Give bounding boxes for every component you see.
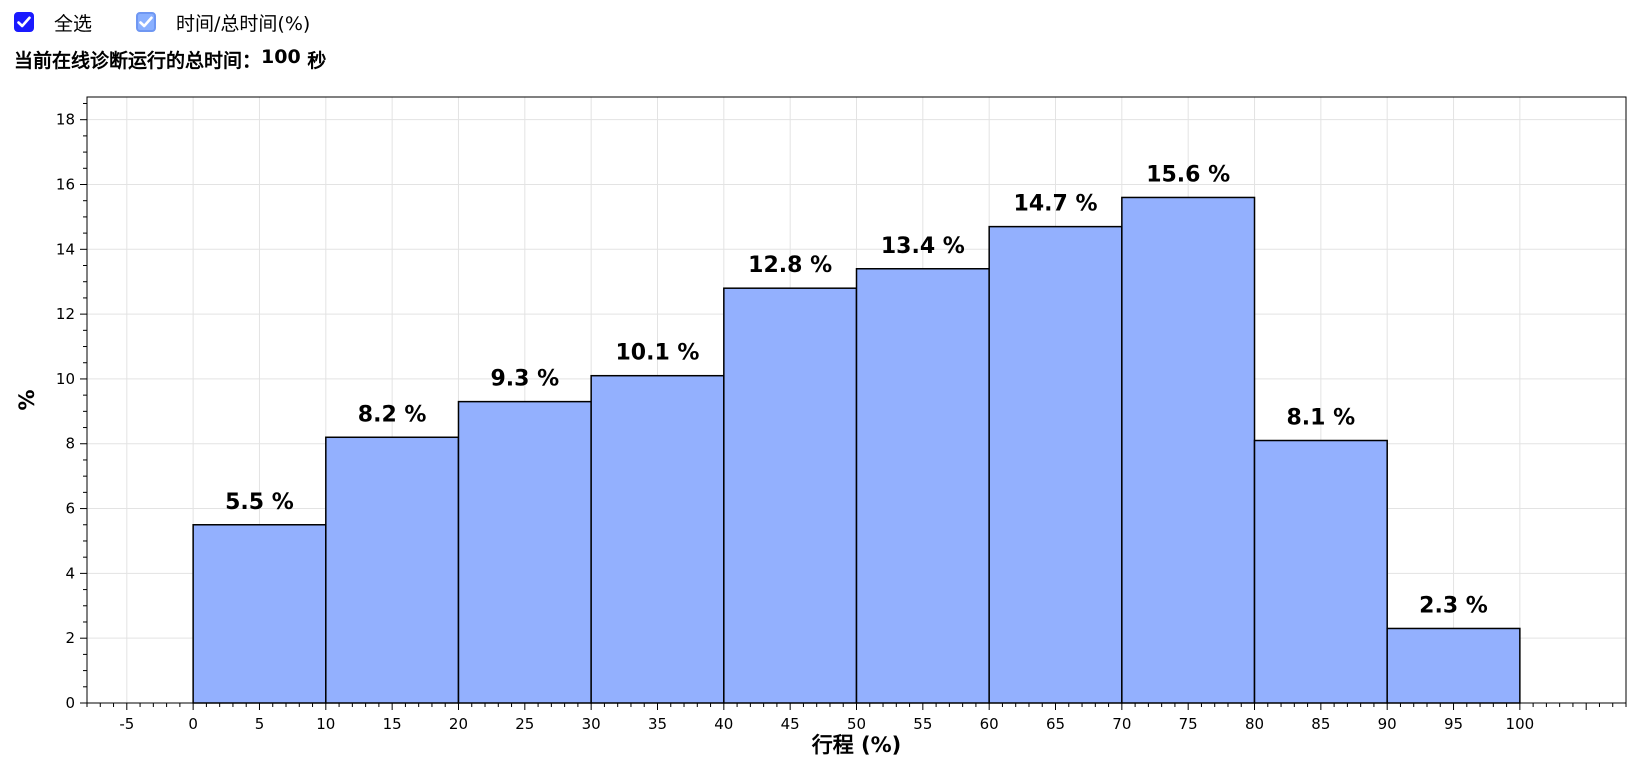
x-tick-label: 100: [1506, 715, 1535, 733]
bar-value-label: 15.6 %: [1146, 162, 1230, 187]
chart-options: 全选 时间/总时间(%): [14, 8, 354, 36]
total-runtime-value: 100: [261, 46, 301, 68]
checkmark-icon: [14, 12, 34, 32]
histogram-bar: [1121, 196, 1256, 704]
histogram-bar: [723, 287, 858, 704]
y-tick-label: 4: [65, 564, 75, 582]
x-tick-label: 45: [781, 715, 800, 733]
x-tick-label: 30: [582, 715, 601, 733]
x-tick-label: 25: [515, 715, 534, 733]
total-runtime-label: 当前在线诊断运行的总时间：: [14, 50, 262, 72]
x-tick-label: 50: [847, 715, 866, 733]
x-tick-label: 35: [648, 715, 667, 733]
histogram-bar: [1253, 439, 1388, 704]
checkmark-icon: [136, 12, 157, 32]
x-tick-label: 60: [980, 715, 999, 733]
histogram-bar: [988, 225, 1123, 704]
x-tick-label: 85: [1311, 715, 1330, 733]
total-runtime-text: 当前在线诊断运行的总时间： 100 秒: [14, 46, 326, 73]
bar-value-label: 2.3 %: [1419, 593, 1488, 618]
time-ratio-label: 时间/总时间(%): [176, 12, 311, 35]
time-ratio-checkbox[interactable]: 时间/总时间(%): [136, 9, 310, 36]
histogram-bar: [1386, 627, 1521, 704]
y-tick-label: 16: [56, 175, 75, 193]
bar-value-label: 8.1 %: [1287, 406, 1356, 431]
y-tick-label: 6: [65, 500, 75, 518]
x-tick-label: 90: [1378, 715, 1397, 733]
select-all-checkbox[interactable]: 全选: [14, 9, 92, 36]
x-tick-label: 40: [714, 715, 733, 733]
x-tick-label: 75: [1179, 715, 1198, 733]
bar-value-label: 12.8 %: [748, 253, 832, 278]
y-tick-label: 0: [65, 694, 75, 712]
histogram-bar: [192, 524, 327, 704]
x-tick-label: 5: [255, 715, 265, 733]
bar-value-label: 13.4 %: [881, 234, 965, 259]
y-tick-label: 8: [65, 435, 75, 453]
histogram-bar: [855, 268, 990, 704]
select-all-label: 全选: [54, 12, 93, 35]
bar-value-label: 5.5 %: [225, 490, 294, 515]
bar-value-label: 8.2 %: [358, 402, 427, 427]
bar-value-label: 10.1 %: [615, 341, 699, 366]
x-tick-label: -5: [119, 715, 134, 733]
y-tick-label: 18: [56, 111, 75, 129]
total-runtime-unit: 秒: [307, 50, 327, 72]
histogram-bar: [325, 436, 460, 704]
x-tick-label: 95: [1444, 715, 1463, 733]
bar-value-label: 14.7 %: [1014, 192, 1098, 217]
x-tick-label: 55: [913, 715, 932, 733]
x-tick-label: 20: [449, 715, 468, 733]
y-tick-label: 14: [56, 240, 75, 258]
x-tick-label: 10: [316, 715, 335, 733]
histogram-bar: [590, 374, 725, 704]
x-tick-label: 70: [1112, 715, 1131, 733]
y-tick-label: 12: [56, 305, 75, 323]
x-tick-label: 0: [188, 715, 198, 733]
x-axis-title: 行程 (%): [811, 733, 902, 757]
x-tick-label: 65: [1046, 715, 1065, 733]
histogram-bar: [457, 400, 592, 704]
y-tick-label: 2: [65, 629, 75, 647]
y-axis-title: %: [15, 389, 39, 410]
bar-value-label: 9.3 %: [490, 367, 559, 392]
x-tick-label: 15: [383, 715, 402, 733]
x-tick-label: 80: [1245, 715, 1264, 733]
y-tick-label: 10: [56, 370, 75, 388]
